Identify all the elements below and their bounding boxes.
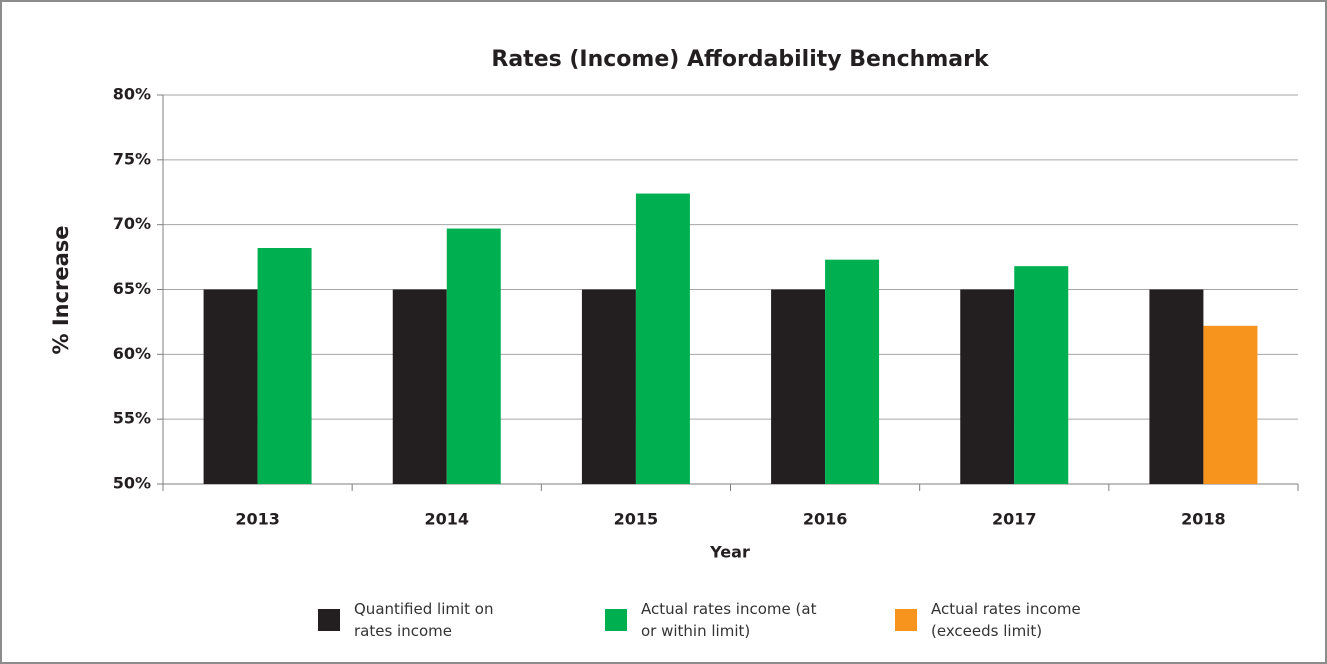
y-tick-label: 65% — [113, 279, 151, 298]
x-tick-label: 2016 — [803, 510, 848, 529]
chart-title: Rates (Income) Affordability Benchmark — [491, 47, 990, 72]
bar — [825, 259, 880, 484]
bar — [1014, 266, 1069, 484]
y-tick-label: 55% — [113, 409, 151, 428]
legend-item: Quantified limit on rates income — [318, 598, 534, 642]
bar — [635, 193, 690, 484]
bar — [1149, 289, 1204, 484]
x-tick-label: 2015 — [614, 510, 659, 529]
bar — [771, 289, 826, 484]
y-tick-label: 75% — [113, 149, 151, 168]
y-tick-label: 50% — [113, 474, 151, 493]
y-tick-label: 70% — [113, 214, 151, 233]
legend-swatch — [605, 609, 627, 631]
bar — [203, 289, 258, 484]
legend-swatch — [895, 609, 917, 631]
legend-label: Actual rates income (exceeds limit) — [931, 600, 1081, 640]
legend-swatch — [318, 609, 340, 631]
bar — [392, 289, 447, 484]
bar — [1203, 325, 1258, 484]
legend-label: Actual rates income (at or within limit) — [641, 600, 817, 640]
bar — [446, 228, 501, 484]
bar — [257, 248, 312, 484]
x-tick-label: 2017 — [992, 510, 1037, 529]
x-axis-label: Year — [709, 543, 750, 562]
legend-item: Actual rates income (exceeds limit) — [895, 598, 1111, 642]
y-tick-label: 60% — [113, 344, 151, 363]
y-axis-label: % Increase — [49, 225, 73, 354]
bar — [960, 289, 1015, 484]
y-tick-label: 80% — [113, 85, 151, 104]
x-tick-label: 2018 — [1181, 510, 1226, 529]
x-tick-label: 2013 — [235, 510, 280, 529]
legend-item: Actual rates income (at or within limit) — [605, 598, 821, 642]
x-tick-label: 2014 — [424, 510, 469, 529]
legend-label: Quantified limit on rates income — [354, 600, 494, 640]
bar — [581, 289, 636, 484]
